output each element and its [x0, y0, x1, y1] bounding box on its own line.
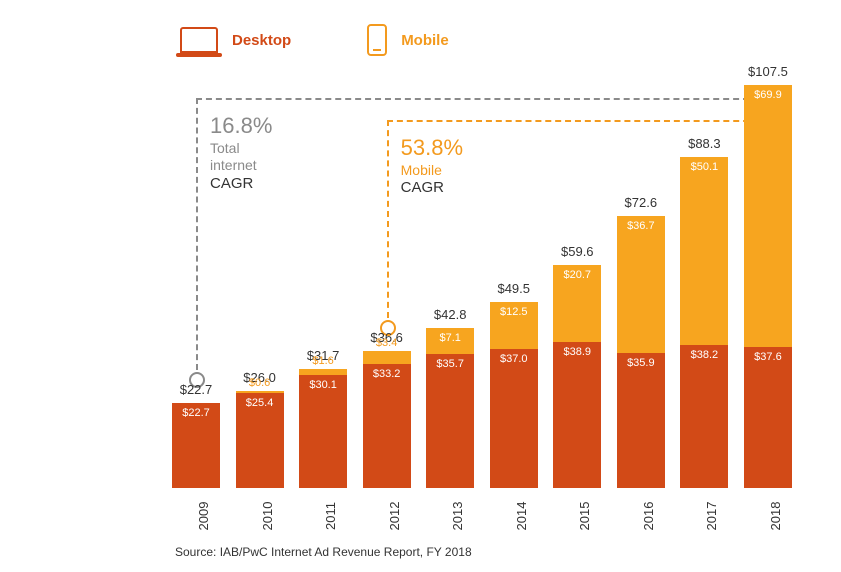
x-axis: 2009201020112012201320142015201620172018 [172, 496, 792, 511]
bar-segment-mobile-label: $12.5 [490, 306, 538, 318]
bar-col: $59.6$38.9$20.7 [553, 265, 601, 489]
bar-total-label: $49.5 [497, 281, 530, 296]
x-tick: 2016 [641, 492, 656, 540]
bars-container: $22.7$22.7$26.0$25.4$0.6$31.7$30.1$1.6$3… [172, 68, 792, 488]
bar-segment-desktop-label: $37.6 [744, 351, 792, 363]
bar-col: $88.3$38.2$50.1 [680, 157, 728, 488]
bar-segment-mobile: $20.7 [553, 265, 601, 343]
x-tick: 2015 [577, 492, 592, 540]
bar-stack: $37.6 $69.9 [744, 85, 792, 488]
bar-segment-desktop-label: $37.0 [490, 353, 538, 365]
bar-total-label: $107.5 [748, 64, 788, 79]
bar-segment-desktop-label: $38.9 [553, 346, 601, 358]
bar-segment-desktop-label: $30.1 [299, 379, 347, 391]
x-tick: 2012 [387, 492, 402, 540]
bar-total-label: $42.8 [434, 307, 467, 322]
bar-total-label: $88.3 [688, 136, 721, 151]
bar-segment-desktop-label: $33.2 [363, 368, 411, 380]
x-tick: 2010 [260, 492, 275, 540]
legend-mobile-label: Mobile [401, 32, 449, 49]
chart: 16.8%Total internetCAGR 53.8%MobileCAGR … [172, 68, 792, 511]
bar-segment-mobile: $3.4 [363, 351, 411, 364]
bar-stack: $33.2 $3.4 [363, 351, 411, 488]
bar-total-label: $26.0 [243, 370, 276, 385]
bar-segment-mobile: $50.1 [680, 157, 728, 345]
bar-segment-mobile-label: $50.1 [680, 161, 728, 173]
x-tick: 2018 [768, 492, 783, 540]
source-caption: Source: IAB/PwC Internet Ad Revenue Repo… [175, 545, 472, 559]
bar-segment-mobile: $36.7 [617, 216, 665, 354]
bar-col: $31.7$30.1$1.6 [299, 369, 347, 488]
bar-segment-desktop: $38.2 [680, 345, 728, 488]
bar-total-label: $31.7 [307, 348, 340, 363]
desktop-icon [180, 27, 218, 53]
x-tick: 2014 [514, 492, 529, 540]
bar-col: $22.7$22.7 [172, 403, 220, 488]
bar-segment-desktop: $22.7 [172, 403, 220, 488]
bar-segment-desktop: $30.1 [299, 375, 347, 488]
bar-segment-desktop-label: $38.2 [680, 349, 728, 361]
bar-segment-mobile-label: $36.7 [617, 220, 665, 232]
bar-stack: $25.4 $0.6 [236, 391, 284, 489]
legend-desktop-label: Desktop [232, 32, 291, 49]
bar-segment-desktop: $35.7 [426, 354, 474, 488]
bar-stack: $37.0 $12.5 [490, 302, 538, 488]
bar-total-label: $36.6 [370, 330, 403, 345]
bar-segment-mobile-label: $7.1 [426, 332, 474, 344]
bar-segment-desktop: $33.2 [363, 364, 411, 489]
bar-col: $107.5$37.6$69.9 [744, 85, 792, 488]
bar-stack: $22.7 [172, 403, 220, 488]
bar-segment-mobile: $12.5 [490, 302, 538, 349]
bar-stack: $35.7 $7.1 [426, 328, 474, 489]
bar-segment-desktop: $37.6 [744, 347, 792, 488]
x-tick: 2013 [450, 492, 465, 540]
bar-segment-mobile-label: $20.7 [553, 269, 601, 281]
bar-col: $36.6$33.2$3.4 [363, 351, 411, 488]
bar-segment-desktop-label: $35.9 [617, 357, 665, 369]
bar-segment-mobile: $69.9 [744, 85, 792, 347]
bar-total-label: $72.6 [625, 195, 658, 210]
bar-col: $42.8$35.7$7.1 [426, 328, 474, 489]
x-tick: 2009 [196, 492, 211, 540]
bar-segment-mobile-label: $69.9 [744, 89, 792, 101]
bar-col: $26.0$25.4$0.6 [236, 391, 284, 489]
bar-segment-desktop: $37.0 [490, 349, 538, 488]
bar-segment-desktop: $25.4 [236, 393, 284, 488]
bar-segment-mobile: $1.6 [299, 369, 347, 375]
bar-stack: $38.9 $20.7 [553, 265, 601, 489]
mobile-icon [367, 24, 387, 56]
bar-col: $72.6$35.9$36.7 [617, 216, 665, 488]
x-tick: 2011 [323, 492, 338, 540]
bar-col: $49.5$37.0$12.5 [490, 302, 538, 488]
bar-total-label: $22.7 [180, 382, 213, 397]
bar-segment-desktop-label: $35.7 [426, 358, 474, 370]
bar-stack: $30.1 $1.6 [299, 369, 347, 488]
bar-stack: $35.9 $36.7 [617, 216, 665, 488]
bar-segment-desktop: $35.9 [617, 353, 665, 488]
bar-segment-mobile: $7.1 [426, 328, 474, 355]
bar-total-label: $59.6 [561, 244, 594, 259]
bar-stack: $38.2 $50.1 [680, 157, 728, 488]
bar-segment-desktop-label: $25.4 [236, 397, 284, 409]
bar-segment-mobile: $0.6 [236, 391, 284, 393]
x-tick: 2017 [704, 492, 719, 540]
legend: Desktop Mobile [180, 24, 449, 56]
bar-segment-desktop: $38.9 [553, 342, 601, 488]
bar-segment-desktop-label: $22.7 [172, 407, 220, 419]
